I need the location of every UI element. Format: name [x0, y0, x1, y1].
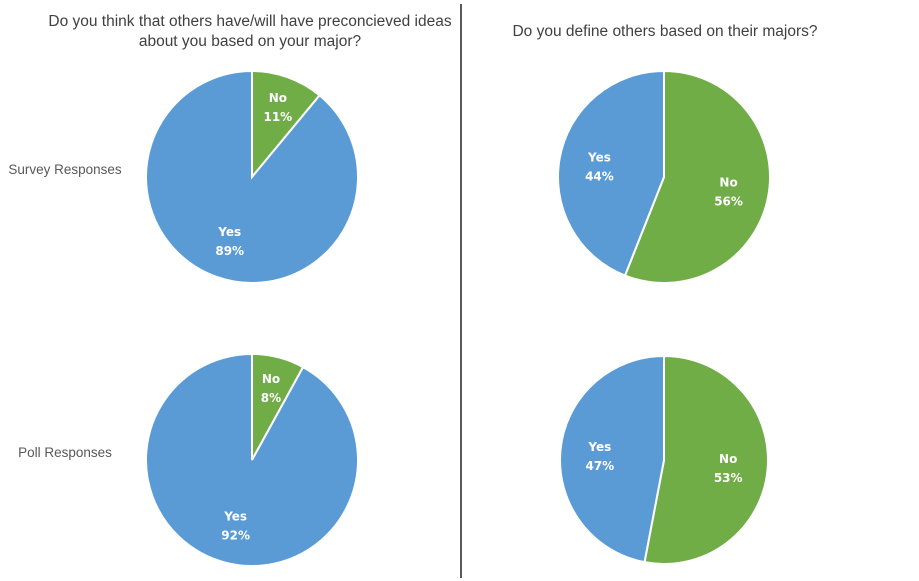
pie-poll-preconceived: No 8% Yes 92%	[145, 352, 359, 567]
slice-label-no: No	[719, 175, 737, 189]
pie-slice-yes	[557, 69, 665, 277]
pie-slice-no	[623, 69, 771, 284]
chart-title-right: Do you define others based on their majo…	[512, 23, 818, 40]
slice-label-yes: Yes	[587, 151, 611, 165]
pie-slice-yes	[559, 354, 665, 564]
row-label-survey: Survey Responses	[8, 162, 122, 177]
row-label-poll: Poll Responses	[18, 445, 112, 460]
slice-value-yes: 44%	[585, 170, 614, 184]
slice-value-no: 53%	[714, 471, 743, 485]
slice-label-yes: Yes	[217, 225, 241, 239]
pie-slice-yes	[145, 69, 359, 284]
slice-value-no: 8%	[261, 391, 281, 405]
slice-label-no: No	[262, 372, 280, 386]
pie-poll-define: No 53% Yes 47%	[559, 354, 769, 565]
slice-label-no: No	[719, 452, 737, 466]
column-divider	[460, 4, 462, 578]
slice-label-yes: Yes	[587, 440, 611, 454]
pie-slice-yes	[145, 352, 359, 567]
slice-value-yes: 92%	[221, 529, 250, 543]
slice-value-yes: 89%	[215, 244, 244, 258]
slice-value-no: 56%	[714, 194, 743, 208]
pie-survey-preconceived: No 11% Yes 89%	[145, 69, 359, 284]
chart-title-left: Do you think that others have/will have …	[48, 13, 452, 50]
pie-slice-no	[251, 69, 321, 180]
slice-label-no: No	[269, 91, 287, 105]
slice-value-yes: 47%	[585, 459, 614, 473]
slice-value-no: 11%	[263, 110, 292, 124]
pie-survey-define: No 56% Yes 44%	[557, 69, 771, 284]
slice-label-yes: Yes	[223, 510, 247, 524]
pie-slice-no	[643, 354, 769, 565]
